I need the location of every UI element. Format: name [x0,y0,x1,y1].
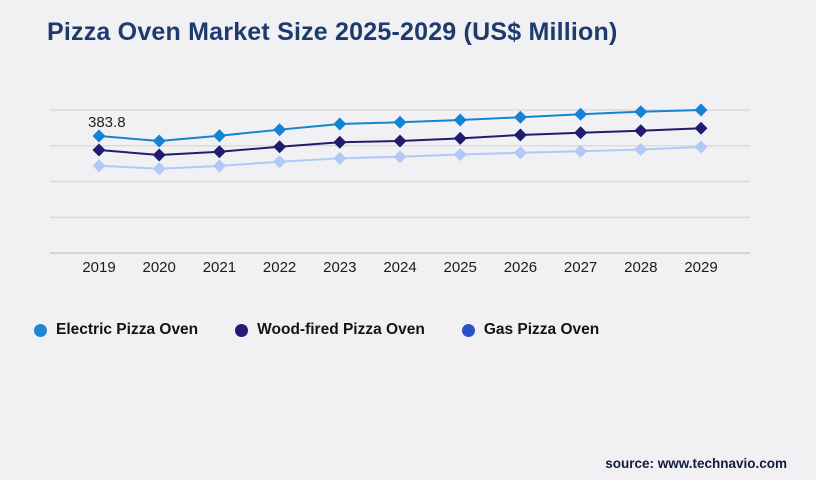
data-point-marker [634,143,648,157]
data-point-marker [92,159,106,173]
data-point-marker [453,131,467,145]
data-point-marker [152,162,166,176]
data-point-marker [694,121,708,135]
legend-label: Wood-fired Pizza Oven [257,321,425,338]
data-point-marker [513,110,527,124]
legend-label: Electric Pizza Oven [56,321,199,338]
data-point-marker [513,128,527,142]
x-axis-tick-label: 2024 [383,259,416,276]
data-point-marker [92,129,106,143]
x-axis-tick-label: 2019 [82,259,115,276]
data-point-marker [92,143,106,157]
market-size-line-chart: 383.8 2019 2020 2021 2022 2023 2024 2025 2026 202… [50,103,750,276]
data-point-marker [333,135,347,149]
data-point-marker [453,113,467,127]
legend-item-electric-pizza-oven: Electric Pizza Oven [34,321,198,339]
chart-legend: Electric Pizza Oven Wood-fired Pizza Ove… [34,321,599,339]
legend-label: Gas Pizza Oven [483,321,600,338]
x-axis-tick-label: 2026 [504,259,537,276]
electric-pizza-oven-legend-dot-icon [34,323,47,337]
gas-pizza-oven-legend-dot-icon [461,323,475,337]
data-point-marker [393,150,407,164]
data-point-marker [634,124,648,138]
x-axis-tick-label: 2020 [143,259,176,276]
data-point-marker [152,148,166,162]
data-point-marker [333,151,347,165]
data-point-marker [273,155,287,169]
legend-item-wood-fired-pizza-oven: Wood-fired Pizza Oven [235,321,425,339]
data-point-marker [393,134,407,148]
data-point-marker [634,105,648,119]
x-axis-tick-label: 2028 [624,259,657,276]
data-point-marker [453,148,467,162]
data-point-marker [574,126,588,140]
source-attribution: source: www.technavio.com [605,456,787,471]
data-point-marker [273,140,287,154]
data-point-marker [273,123,287,137]
x-axis-tick-label: 2027 [564,259,597,276]
data-point-marker [212,145,226,159]
data-label: 383.8 [88,114,126,131]
data-point-marker [574,107,588,121]
data-point-marker [574,144,588,158]
legend-item-gas-pizza-oven: Gas Pizza Oven [461,321,600,339]
x-axis-tick-label: 2025 [444,259,477,276]
data-point-marker [393,115,407,129]
chart-title: Pizza Oven Market Size 2025-2029 (US$ Mi… [47,18,618,46]
data-point-marker [212,129,226,143]
data-point-marker [694,140,708,154]
wood-fired-pizza-oven-legend-dot-icon [235,323,249,337]
data-point-marker [212,159,226,173]
x-axis-tick-label: 2022 [263,259,296,276]
x-axis-tick-label: 2021 [203,259,236,276]
data-point-marker [694,103,708,117]
x-axis-tick-label: 2029 [684,259,717,276]
data-point-marker [152,134,166,148]
data-point-marker [333,117,347,131]
x-axis-tick-label: 2023 [323,259,356,276]
data-point-marker [513,146,527,160]
